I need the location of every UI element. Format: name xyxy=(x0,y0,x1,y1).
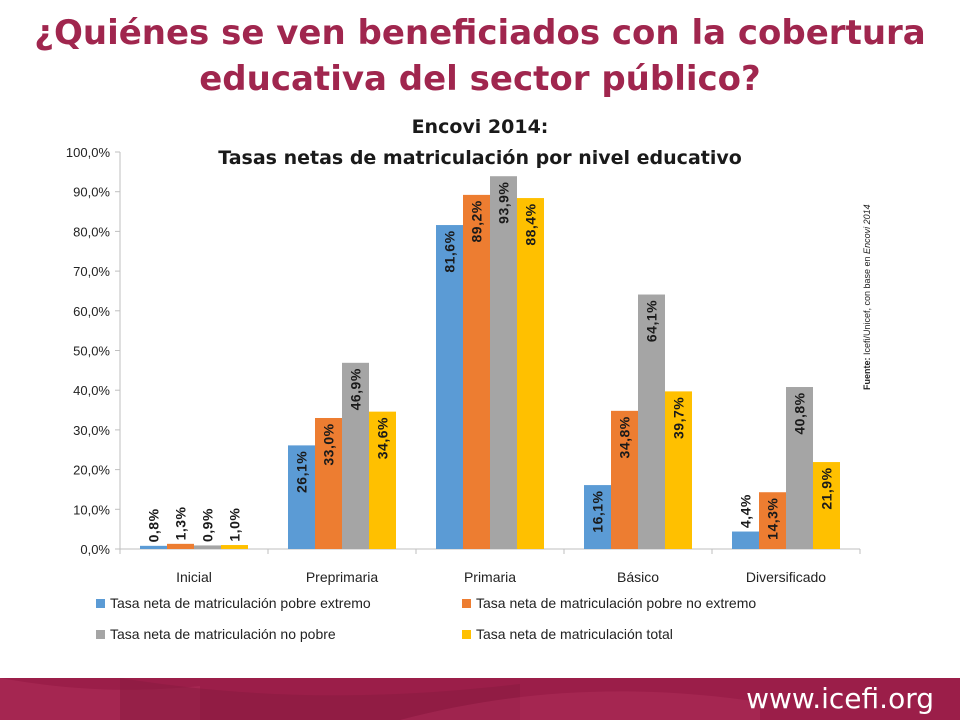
data-label: 64,1% xyxy=(644,300,660,342)
bar xyxy=(665,391,692,549)
bar xyxy=(167,543,194,549)
bar xyxy=(813,462,840,549)
chart-title-line-1: Encovi 2014: xyxy=(412,116,549,138)
y-tick-label: 0,0% xyxy=(80,542,110,557)
data-label: 26,1% xyxy=(294,451,310,493)
data-label: 88,4% xyxy=(523,203,539,245)
data-label: 81,6% xyxy=(442,230,458,272)
bar xyxy=(759,492,786,549)
legend-swatch xyxy=(462,599,471,608)
bar xyxy=(436,225,463,549)
x-tick-label: Inicial xyxy=(176,569,212,585)
data-label: 93,9% xyxy=(496,182,512,224)
data-label: 0,9% xyxy=(200,508,216,542)
y-tick-label: 30,0% xyxy=(73,423,110,438)
slide-title-line-1: ¿Quiénes se ven beneficiados con la cobe… xyxy=(34,13,926,53)
data-label: 4,4% xyxy=(738,494,754,528)
bar xyxy=(463,194,490,549)
chart-title-line-2: Tasas netas de matriculación por nivel e… xyxy=(218,147,742,169)
bar xyxy=(315,417,342,549)
legend-label: Tasa neta de matriculación pobre extremo xyxy=(110,595,371,611)
bar xyxy=(369,411,396,549)
bar xyxy=(221,545,248,549)
x-tick-label: Preprimaria xyxy=(306,569,379,585)
source-note: Fuente: Icefi/Unicef, con base en Encovi… xyxy=(862,130,876,390)
data-label: 1,3% xyxy=(173,506,189,540)
data-label: 34,6% xyxy=(375,417,391,459)
data-label: 89,2% xyxy=(469,200,485,242)
slide-title-line-2: educativa del sector público? xyxy=(199,59,761,99)
y-tick-label: 70,0% xyxy=(73,264,110,279)
x-tick-label: Diversificado xyxy=(746,569,826,585)
legend-swatch xyxy=(96,599,105,608)
bar xyxy=(732,531,759,549)
bar xyxy=(288,445,315,549)
x-tick-label: Básico xyxy=(617,569,659,585)
data-label: 46,9% xyxy=(348,368,364,410)
source-note-text: Icefi/Unicef, con base en xyxy=(862,253,872,358)
bar xyxy=(490,176,517,550)
x-axis: Inicial Preprimaria Primaria Básico Diversif… xyxy=(119,548,861,585)
source-note-survey: Encovi 2014 xyxy=(862,204,872,254)
bar xyxy=(786,387,813,549)
source-note-label: Fuente: xyxy=(862,357,872,391)
y-tick-label: 100,0% xyxy=(66,145,111,160)
x-tick-label: Primaria xyxy=(464,569,516,585)
legend-label: Tasa neta de matriculación total xyxy=(476,626,673,642)
y-tick-label: 40,0% xyxy=(73,383,110,398)
footer-band: www.icefi.org xyxy=(0,678,960,720)
y-tick-label: 90,0% xyxy=(73,185,110,200)
bar xyxy=(638,294,665,549)
bar-chart: Encovi 2014: Tasas netas de matriculació… xyxy=(66,116,861,642)
bar-series-group xyxy=(140,176,840,550)
y-tick-label: 80,0% xyxy=(73,224,110,239)
legend-label: Tasa neta de matriculación no pobre xyxy=(110,626,336,642)
y-tick-label: 60,0% xyxy=(73,304,110,319)
data-label: 16,1% xyxy=(590,490,606,532)
data-label: 39,7% xyxy=(671,397,687,439)
y-tick-label: 10,0% xyxy=(73,502,110,517)
bar xyxy=(584,485,611,549)
chart-title: Encovi 2014: Tasas netas de matriculació… xyxy=(218,116,742,169)
footer-pattern xyxy=(0,678,760,720)
y-tick-label: 50,0% xyxy=(73,344,110,359)
bar xyxy=(517,198,544,549)
data-label-group: 0,8% 26,1% 81,6% 16,1% 4,4% 1,3% 33,0% 89,2% 34,… xyxy=(146,182,835,543)
y-tick-label: 20,0% xyxy=(73,463,110,478)
legend-label: Tasa neta de matriculación pobre no extr… xyxy=(476,595,756,611)
bar xyxy=(611,410,638,549)
data-label: 1,0% xyxy=(227,508,243,542)
data-label: 40,8% xyxy=(792,392,808,434)
data-label: 21,9% xyxy=(819,467,835,509)
y-axis: 0,0% 10,0% 20,0% 30,0% 40,0% 50,0% 60,0% 70,0% 8… xyxy=(66,145,121,557)
slide-title: ¿Quiénes se ven beneficiados con la cobe… xyxy=(0,10,960,102)
bar xyxy=(140,545,167,549)
legend-swatch xyxy=(96,630,105,639)
legend-swatch xyxy=(462,630,471,639)
bar xyxy=(194,545,221,549)
data-label: 14,3% xyxy=(765,498,781,540)
bar xyxy=(342,362,369,549)
legend: Tasa neta de matriculación pobre extremo… xyxy=(96,595,756,642)
footer-url[interactable]: www.icefi.org xyxy=(746,682,934,715)
data-label: 33,0% xyxy=(321,423,337,465)
data-label: 0,8% xyxy=(146,508,162,542)
data-label: 34,8% xyxy=(617,416,633,458)
